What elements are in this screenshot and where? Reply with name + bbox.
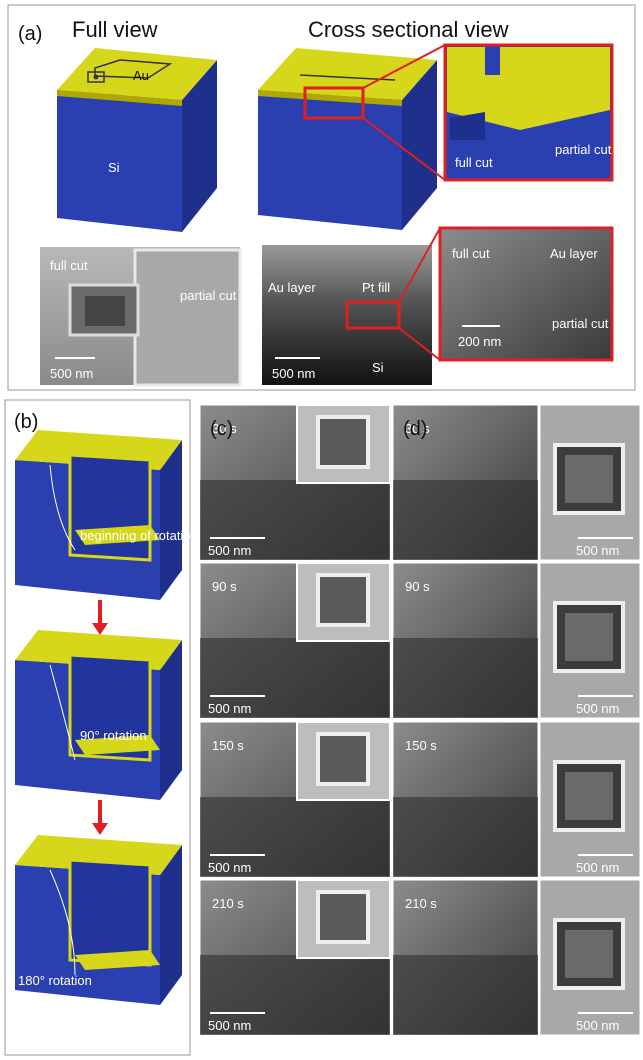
cross-section-block xyxy=(258,45,445,230)
sem-zoom: full cut Au layer 200 nm partial cut xyxy=(440,228,612,360)
top-view-core xyxy=(565,930,613,978)
sem-label: partial cut xyxy=(180,288,237,303)
material-label: Au xyxy=(133,68,149,83)
sem-frame: 150 s 500 nm xyxy=(393,722,640,877)
sem-label: Au layer xyxy=(550,246,598,261)
material-label: Si xyxy=(108,160,120,175)
sem-label: Au layer xyxy=(268,280,316,295)
sem-substrate xyxy=(393,638,538,718)
time-label: 210 s xyxy=(405,896,437,911)
rotation-steps: beginning of rotation 90° rotation 180° ro… xyxy=(15,430,198,1005)
top-view-core xyxy=(565,613,613,661)
inset-cut xyxy=(318,575,368,625)
step-label: 180° rotation xyxy=(18,973,92,988)
sem-cross-view: Au layer Pt fill 500 nm Si xyxy=(262,228,440,385)
sem-substrate xyxy=(393,955,538,1035)
scale-bar-label: 500 nm xyxy=(272,366,315,381)
scale-bar-label: 500 nm xyxy=(576,1018,619,1033)
sem-frame: 210 s 500 nm xyxy=(393,880,640,1035)
time-label: 90 s xyxy=(212,579,237,594)
sem-frame: 90 s 500 nm xyxy=(393,563,640,718)
scale-bar-label: 500 nm xyxy=(208,701,251,716)
top-view-core xyxy=(565,455,613,503)
inset-label: partial cut xyxy=(555,142,612,157)
panel-label: (c) xyxy=(210,418,233,440)
scale-bar-label: 500 nm xyxy=(576,860,619,875)
full-view-block: Au Si xyxy=(57,48,217,232)
zoom-inset: full cut partial cut xyxy=(445,45,612,180)
step-label: beginning of rotation xyxy=(80,528,198,543)
sem-label: full cut xyxy=(50,258,88,273)
top-view-core xyxy=(565,772,613,820)
time-label: 150 s xyxy=(405,738,437,753)
sem-label: Pt fill xyxy=(362,280,390,295)
figure: (a) Full view Cross sectional view Au Si… xyxy=(0,0,643,1060)
sem-label: Si xyxy=(372,360,384,375)
inset-cut xyxy=(318,892,368,942)
step-label: 90° rotation xyxy=(80,728,147,743)
sem-substrate xyxy=(393,797,538,877)
scale-bar-label: 200 nm xyxy=(458,334,501,349)
inset-label: full cut xyxy=(455,155,493,170)
cavity xyxy=(70,455,150,560)
panel-label: (d) xyxy=(403,418,427,440)
rotation-block: 180° rotation xyxy=(15,835,182,1005)
sem-top-view: full cut partial cut 500 nm xyxy=(40,247,240,385)
cavity xyxy=(70,860,150,965)
sem-substrate xyxy=(393,480,538,560)
scale-bar-label: 500 nm xyxy=(576,701,619,716)
sem-frame: 150 s 500 nm xyxy=(200,722,390,877)
scale-bar-label: 500 nm xyxy=(576,543,619,558)
inset-cut xyxy=(318,734,368,784)
sem-frame: 90 s 500 nm xyxy=(200,563,390,718)
sem-label: partial cut xyxy=(552,316,609,331)
scale-bar-label: 500 nm xyxy=(208,543,251,558)
sem-frame: 210 s 500 nm xyxy=(200,880,390,1035)
sem-label: full cut xyxy=(452,246,490,261)
scale-bar-label: 500 nm xyxy=(50,366,93,381)
time-label: 150 s xyxy=(212,738,244,753)
heading: Cross sectional view xyxy=(308,17,509,42)
heading: Full view xyxy=(72,17,158,42)
scale-bar-label: 500 nm xyxy=(208,1018,251,1033)
panel-label: (a) xyxy=(18,23,42,45)
inset-cut xyxy=(318,417,368,467)
time-label: 90 s xyxy=(405,579,430,594)
panel-label: (b) xyxy=(14,411,38,433)
scale-bar-label: 500 nm xyxy=(208,860,251,875)
time-label: 210 s xyxy=(212,896,244,911)
